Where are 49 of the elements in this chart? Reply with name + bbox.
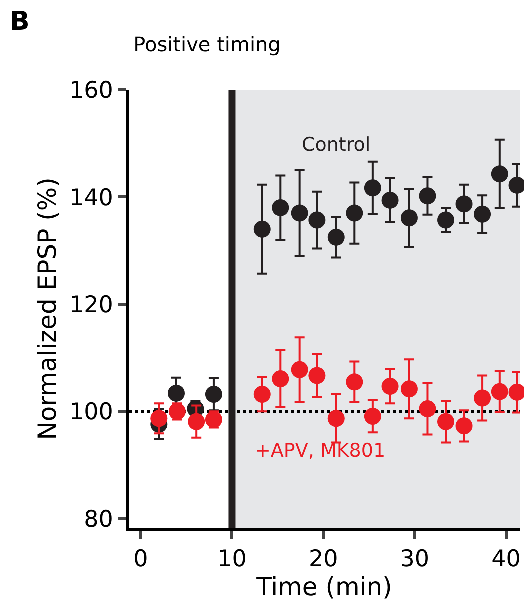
point [382,378,399,395]
point [438,413,454,430]
point [419,400,436,418]
x-tick-label: 20 [308,546,338,573]
point [456,196,473,213]
point [474,390,492,407]
x-tick-label: 40 [492,546,521,573]
y-tick-label: 120 [69,292,114,318]
text: B [10,7,30,37]
point [272,199,290,216]
x-tick-label: 0 [134,546,148,573]
point [328,410,345,428]
point [364,408,382,425]
point [491,166,508,183]
point [291,204,308,222]
chart-title: Positive timing [134,32,281,57]
point [308,212,326,229]
y-tick-label: 140 [69,185,114,212]
x-tick-label: 10 [218,546,247,573]
point [346,204,364,222]
point [254,220,271,238]
point [272,370,290,388]
point [328,228,345,246]
point [308,367,326,384]
point [474,206,492,223]
point [438,212,454,229]
point [205,386,222,403]
x-tick-label: 30 [400,546,430,573]
point [400,380,418,398]
point [400,210,418,227]
point [150,410,168,428]
point [364,180,382,197]
y-axis-title: Normalized EPSP (%) [33,178,62,440]
y-tick-label: 100 [69,400,114,426]
point [491,383,508,400]
point [205,410,222,429]
y-tick-label: 160 [69,78,114,104]
point [168,384,185,402]
series-label: +APV, MK801 [255,440,386,462]
point [291,361,308,378]
point [419,188,436,205]
point [456,418,473,435]
point [188,413,206,430]
series-label: Control [302,134,371,156]
point [382,192,399,209]
point [254,386,271,403]
x-axis-title: Time (min) [256,572,392,602]
y-tick-label: 80 [84,506,114,533]
point [346,374,364,391]
